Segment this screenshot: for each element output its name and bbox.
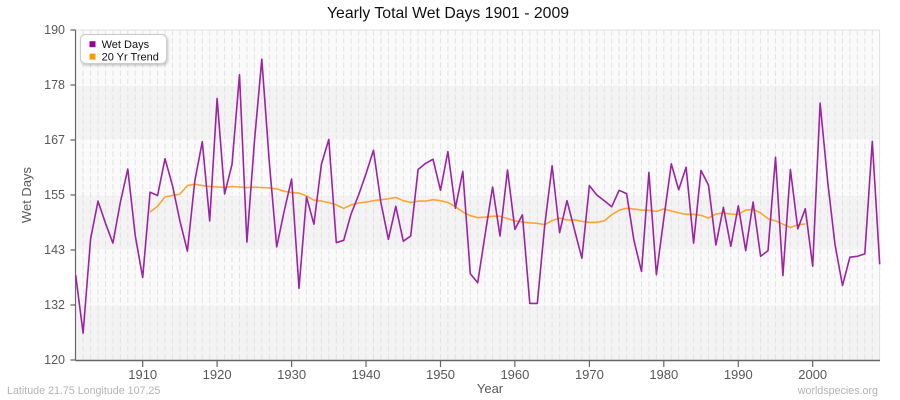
svg-text:Wet Days: Wet Days bbox=[19, 166, 34, 223]
svg-text:Year: Year bbox=[477, 381, 504, 396]
svg-text:1940: 1940 bbox=[352, 367, 381, 382]
svg-text:Latitude 21.75 Longitude 107.2: Latitude 21.75 Longitude 107.25 bbox=[7, 385, 160, 397]
svg-text:1990: 1990 bbox=[724, 367, 753, 382]
svg-text:1950: 1950 bbox=[426, 367, 455, 382]
svg-text:1930: 1930 bbox=[277, 367, 306, 382]
svg-text:120: 120 bbox=[44, 353, 65, 367]
svg-text:1960: 1960 bbox=[500, 367, 529, 382]
svg-text:167: 167 bbox=[44, 133, 65, 147]
svg-text:155: 155 bbox=[44, 188, 65, 202]
svg-text:Yearly Total Wet Days 1901 - 2: Yearly Total Wet Days 1901 - 2009 bbox=[327, 5, 569, 22]
svg-text:worldspecies.org: worldspecies.org bbox=[797, 385, 878, 397]
svg-text:1980: 1980 bbox=[649, 367, 678, 382]
svg-text:Wet Days: Wet Days bbox=[102, 39, 150, 51]
svg-text:2000: 2000 bbox=[798, 367, 827, 382]
svg-text:1920: 1920 bbox=[203, 367, 232, 382]
svg-text:20 Yr Trend: 20 Yr Trend bbox=[102, 51, 159, 63]
svg-text:143: 143 bbox=[44, 243, 65, 257]
svg-text:132: 132 bbox=[44, 298, 65, 312]
svg-text:178: 178 bbox=[44, 78, 65, 92]
svg-text:190: 190 bbox=[44, 23, 65, 37]
svg-text:1910: 1910 bbox=[128, 367, 157, 382]
svg-text:1970: 1970 bbox=[575, 367, 604, 382]
